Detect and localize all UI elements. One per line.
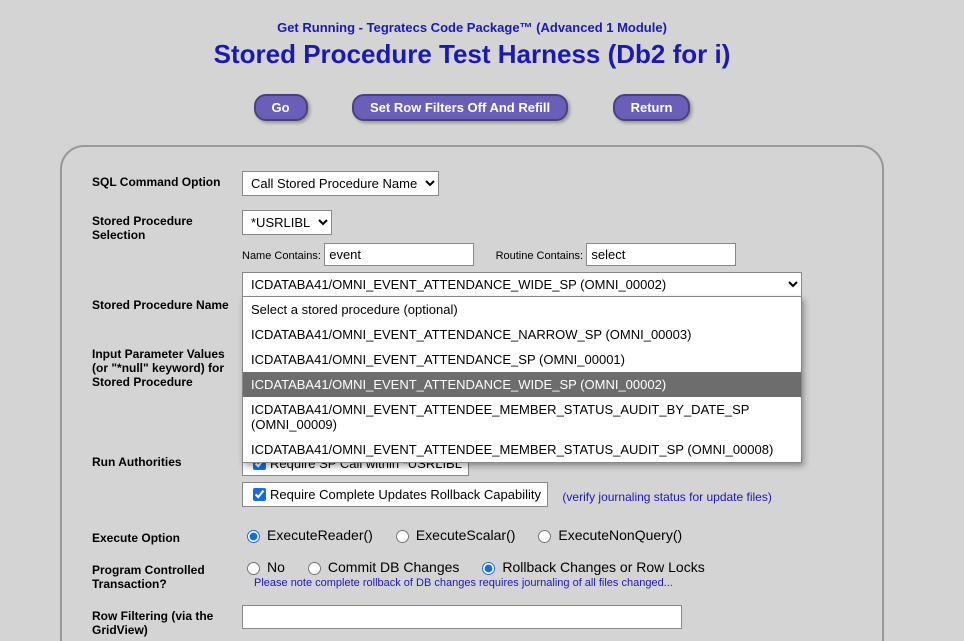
txn-rollback-label: Rollback Changes or Row Locks <box>502 559 704 575</box>
go-button[interactable]: Go <box>254 94 308 121</box>
verify-journaling-link[interactable]: (verify journaling status for update fil… <box>562 490 771 504</box>
txn-note: Please note complete rollback of DB chan… <box>254 577 852 589</box>
dropdown-option[interactable]: ICDATABA41/OMNI_EVENT_ATTENDEE_MEMBER_ST… <box>243 437 801 462</box>
execute-scalar-radio[interactable] <box>396 530 409 543</box>
execute-reader-label: ExecuteReader() <box>267 527 373 543</box>
dropdown-option[interactable]: ICDATABA41/OMNI_EVENT_ATTENDEE_MEMBER_ST… <box>243 397 801 437</box>
refill-button[interactable]: Set Row Filters Off And Refill <box>352 94 568 121</box>
label-run-authorities: Run Authorities <box>92 451 242 469</box>
label-name-contains: Name Contains: <box>242 250 321 262</box>
routine-contains-input[interactable] <box>586 243 736 266</box>
label-sql-command: SQL Command Option <box>92 171 242 189</box>
execute-nonquery-radio[interactable] <box>538 530 551 543</box>
txn-no-radio[interactable] <box>247 562 260 575</box>
stored-procedure-dropdown: Select a stored procedure (optional)ICDA… <box>242 296 802 463</box>
label-routine-contains: Routine Contains: <box>496 250 583 262</box>
require-rollback-checkbox[interactable] <box>253 488 266 501</box>
sql-command-select[interactable]: Call Stored Procedure Name <box>242 171 439 196</box>
label-program-txn: Program Controlled Transaction? <box>92 559 242 591</box>
label-row-filter: Row Filtering (via the GridView) <box>92 605 242 637</box>
dropdown-option[interactable]: Select a stored procedure (optional) <box>243 297 801 322</box>
txn-commit-radio[interactable] <box>308 562 321 575</box>
txn-commit-label: Commit DB Changes <box>328 559 460 575</box>
txn-no-label: No <box>267 559 285 575</box>
breadcrumb: Get Running - Tegratecs Code Package™ (A… <box>0 20 944 35</box>
label-input-params: Input Parameter Values (or "*null" keywo… <box>92 343 242 389</box>
dropdown-option[interactable]: ICDATABA41/OMNI_EVENT_ATTENDANCE_WIDE_SP… <box>243 372 801 397</box>
dropdown-option[interactable]: ICDATABA41/OMNI_EVENT_ATTENDANCE_NARROW_… <box>243 322 801 347</box>
dropdown-option[interactable]: ICDATABA41/OMNI_EVENT_ATTENDANCE_SP (OMN… <box>243 347 801 372</box>
library-select[interactable]: *USRLIBL <box>242 210 332 235</box>
execute-nonquery-label: ExecuteNonQuery() <box>558 527 682 543</box>
stored-procedure-select[interactable]: ICDATABA41/OMNI_EVENT_ATTENDANCE_WIDE_SP… <box>242 272 802 297</box>
row-filter-input[interactable] <box>242 605 682 629</box>
name-contains-input[interactable] <box>324 243 474 266</box>
execute-scalar-label: ExecuteScalar() <box>416 527 516 543</box>
form-panel: SQL Command Option Call Stored Procedure… <box>60 145 884 641</box>
label-sp-name: Stored Procedure Name <box>92 294 242 312</box>
txn-rollback-radio[interactable] <box>482 562 495 575</box>
action-buttons: Go Set Row Filters Off And Refill Return <box>0 94 944 121</box>
return-button[interactable]: Return <box>613 94 691 121</box>
execute-reader-radio[interactable] <box>247 530 260 543</box>
page-title: Stored Procedure Test Harness (Db2 for i… <box>0 39 944 70</box>
label-sp-selection: Stored Procedure Selection <box>92 210 242 242</box>
require-rollback-label: Require Complete Updates Rollback Capabi… <box>270 487 541 502</box>
label-execute-option: Execute Option <box>92 527 242 545</box>
